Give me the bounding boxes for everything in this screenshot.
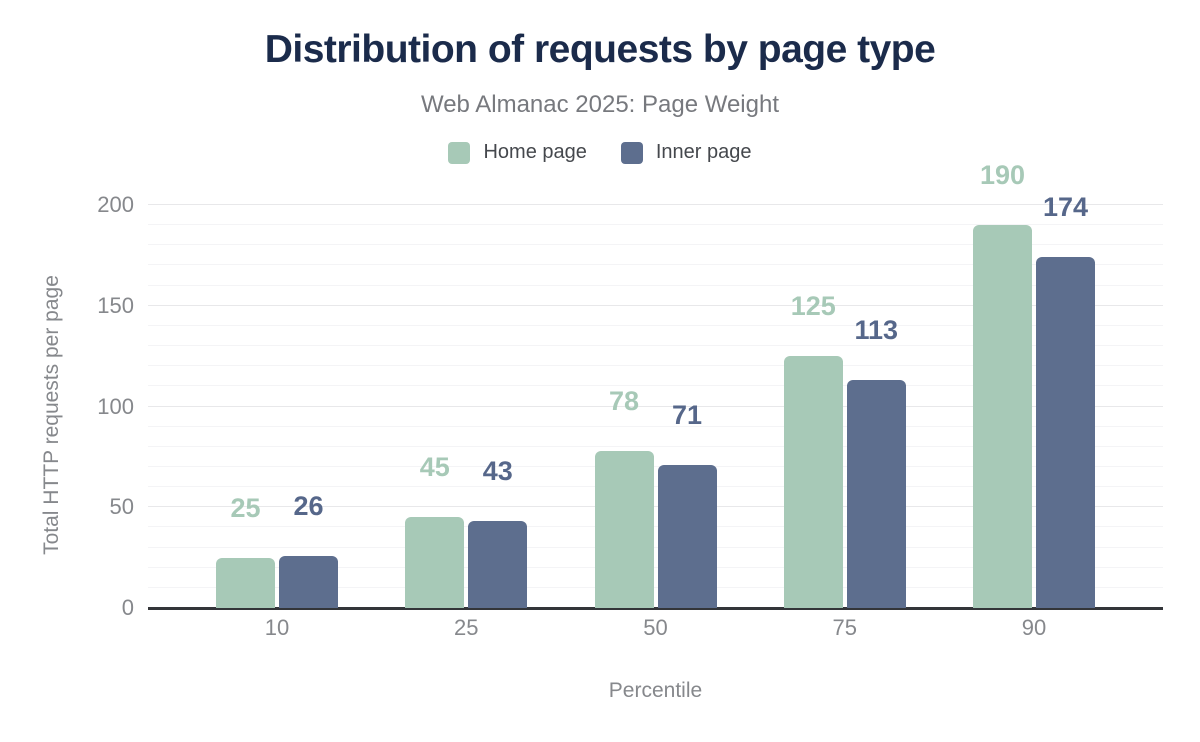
legend-swatch-icon (620, 141, 643, 164)
minor-gridline (148, 425, 1163, 427)
y-tick-label: 100 (97, 393, 134, 419)
minor-gridline (148, 264, 1163, 266)
bar-home-page[interactable] (783, 356, 843, 608)
bar-value-label-inner-page: 43 (482, 456, 513, 487)
chart-subtitle: Web Almanac 2025: Page Weight (420, 91, 779, 118)
minor-gridline (148, 586, 1163, 588)
major-gridline (148, 405, 1163, 407)
bar-inner-page[interactable] (657, 464, 717, 608)
minor-gridline (148, 244, 1163, 246)
legend-label: Inner page (655, 141, 752, 163)
x-tick-label: 90 (1021, 615, 1047, 640)
minor-gridline (148, 345, 1163, 347)
major-gridline (148, 304, 1163, 306)
y-tick-label: 50 (109, 494, 134, 520)
minor-gridline (148, 526, 1163, 528)
bar-value-label-inner-page: 71 (671, 399, 703, 430)
legend-item-home-page[interactable]: Home page (448, 141, 587, 164)
minor-gridline (148, 566, 1163, 568)
minor-gridline (148, 385, 1163, 387)
minor-gridline (148, 365, 1163, 367)
minor-gridline (148, 445, 1163, 447)
x-tick-label: 75 (832, 615, 857, 640)
legend-swatch-icon (448, 141, 471, 164)
y-tick-label: 200 (97, 192, 134, 217)
y-tick-label: 0 (121, 595, 134, 620)
bar-inner-page[interactable] (468, 521, 528, 608)
bar-home-page[interactable] (405, 517, 465, 608)
bar-inner-page[interactable] (279, 555, 338, 608)
legend-item-inner-page[interactable]: Inner page (620, 141, 752, 164)
minor-gridline (148, 546, 1163, 548)
bar-value-label-inner-page: 174 (1042, 192, 1089, 223)
bar-home-page[interactable] (216, 557, 275, 608)
chart-title: Distribution of requests by page type (264, 28, 936, 71)
bar-value-label-home-page: 190 (979, 160, 1026, 191)
x-axis-title: Percentile (608, 679, 703, 702)
bar-home-page[interactable] (594, 450, 654, 608)
bar-home-page[interactable] (973, 225, 1032, 608)
x-tick-label: 25 (454, 615, 479, 640)
x-axis-line (148, 607, 1163, 610)
bar-inner-page[interactable] (846, 380, 906, 608)
minor-gridline (148, 284, 1163, 286)
x-tick-label: 10 (264, 615, 290, 640)
legend-label: Home page (483, 141, 587, 163)
bar-value-label-inner-page: 113 (854, 315, 899, 346)
plot-area: 25 26 45 43 78 71 125 113 190 174 (148, 162, 1163, 610)
minor-gridline (148, 486, 1163, 488)
bar-value-label-home-page: 25 (230, 492, 261, 523)
major-gridline (148, 204, 1163, 205)
bar-inner-page[interactable] (1036, 257, 1095, 608)
minor-gridline (148, 465, 1163, 467)
y-tick-label: 150 (97, 292, 134, 318)
major-gridline (148, 506, 1163, 508)
x-tick-label: 50 (643, 615, 668, 640)
legend: Home page Inner page (0, 141, 1200, 164)
minor-gridline (148, 224, 1163, 226)
bar-value-label-home-page: 78 (608, 385, 640, 416)
bar-value-label-home-page: 125 (790, 291, 836, 322)
bar-value-label-home-page: 45 (419, 452, 450, 483)
bar-value-label-inner-page: 26 (293, 490, 324, 521)
minor-gridline (148, 324, 1163, 326)
